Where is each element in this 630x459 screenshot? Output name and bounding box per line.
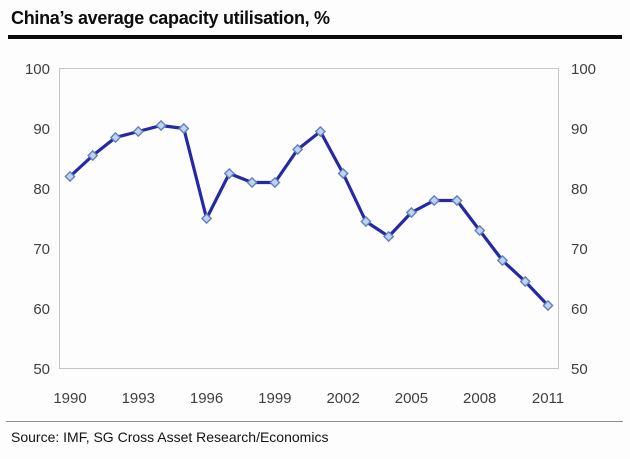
data-point-2001	[314, 125, 326, 138]
data-point-1992	[109, 131, 122, 144]
data-point-1999	[269, 176, 281, 189]
data-point-2002	[337, 167, 349, 180]
y-axis-tick-right-50: 50	[571, 361, 588, 378]
data-point-1995	[178, 122, 190, 135]
source-divider	[6, 421, 623, 422]
x-axis-tick-1993: 1993	[122, 390, 155, 407]
y-axis-tick-left-100: 100	[25, 61, 50, 78]
source-text: Source: IMF, SG Cross Asset Research/Eco…	[11, 429, 329, 445]
x-axis-tick-1990: 1990	[53, 390, 86, 407]
data-point-2010	[519, 275, 531, 288]
x-axis-tick-2011: 2011	[532, 390, 564, 407]
y-axis-tick-right-100: 100	[571, 61, 596, 78]
data-point-1997	[223, 167, 235, 180]
x-axis-tick-2002: 2002	[326, 390, 359, 407]
data-point-2004	[383, 230, 395, 243]
y-axis-tick-left-50: 50	[33, 361, 50, 378]
data-point-1996	[200, 212, 213, 225]
data-point-1991	[87, 149, 99, 162]
data-point-1993	[132, 125, 144, 138]
x-axis-tick-1999: 1999	[258, 390, 291, 407]
data-point-1990	[64, 170, 76, 183]
y-axis-tick-right-80: 80	[571, 181, 588, 198]
x-axis-tick-2008: 2008	[463, 390, 496, 407]
data-point-2008	[474, 224, 486, 237]
y-axis-tick-right-60: 60	[571, 301, 588, 318]
x-axis-tick-1996: 1996	[190, 390, 223, 407]
chart-line	[68, 123, 550, 308]
data-point-2007	[451, 194, 463, 207]
data-point-2000	[292, 143, 304, 156]
chart-title: China’s average capacity utilisation, %	[11, 8, 330, 28]
y-axis-tick-right-90: 90	[571, 121, 588, 138]
data-point-2009	[496, 254, 509, 267]
data-point-1994	[155, 119, 167, 132]
y-axis-tick-left-90: 90	[33, 121, 50, 138]
x-axis-tick-2005: 2005	[395, 390, 428, 407]
y-axis-tick-right-70: 70	[571, 241, 588, 258]
y-axis-tick-left-80: 80	[33, 181, 50, 198]
data-point-2006	[428, 194, 440, 207]
data-point-2011	[542, 299, 554, 312]
y-axis-tick-left-60: 60	[33, 301, 50, 318]
data-point-2005	[405, 206, 418, 219]
plot-area	[59, 68, 559, 369]
data-point-2003	[360, 215, 372, 228]
y-axis-tick-left-70: 70	[33, 241, 50, 258]
data-point-1998	[246, 176, 258, 189]
title-divider	[8, 35, 622, 39]
